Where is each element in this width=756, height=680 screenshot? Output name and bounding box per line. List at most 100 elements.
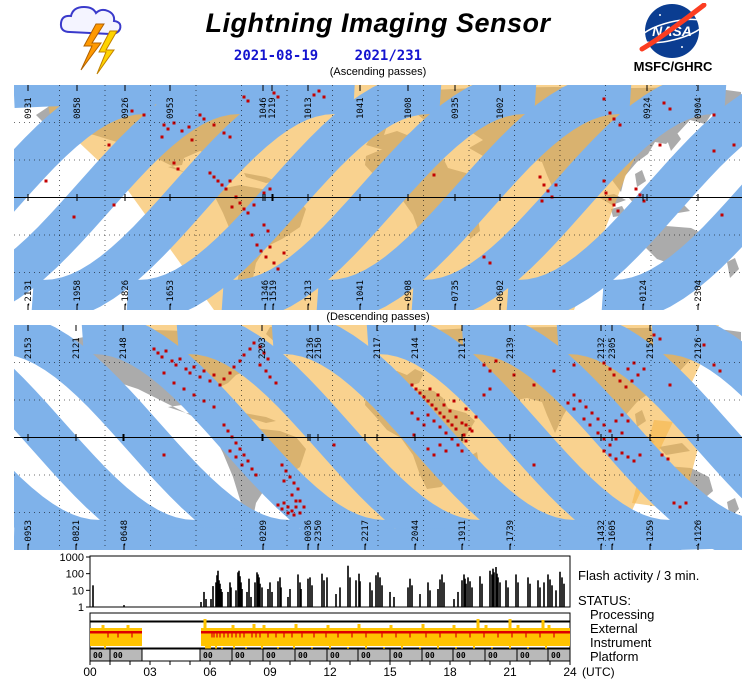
utc-suffix-label: (UTC) — [582, 665, 615, 679]
platform-orbit-label: 00 — [425, 651, 435, 660]
orbit-time-label: 1041 — [356, 97, 366, 119]
platform-orbit-label: 00 — [330, 651, 340, 660]
orbit-time-label: 1219 — [268, 97, 278, 119]
orbit-time-label: -1432 — [597, 520, 607, 547]
platform-orbit-label: 00 — [551, 651, 561, 660]
lightning-flash-dots — [152, 333, 722, 517]
orbit-time-label: 2132 — [597, 337, 607, 359]
orbit-time-label: -0953 — [24, 520, 34, 547]
orbit-time-label: -1653 — [166, 280, 176, 307]
x-tick-label: 00 — [83, 665, 97, 679]
x-tick-label: 15 — [383, 665, 397, 679]
orbit-time-label: 0931 — [24, 97, 34, 119]
org-label: MSFC/GHRC — [633, 59, 713, 74]
y-axis: 1000 100 10 1 — [60, 552, 90, 614]
platform-orbit-label: 00 — [298, 651, 308, 660]
y-tick-label: 10 — [72, 585, 84, 597]
y-tick-label: 1000 — [60, 552, 84, 564]
orbit-time-label: 2203 — [258, 337, 268, 359]
orbit-time-label: 2136 — [306, 337, 316, 359]
descending-passes-caption: (Descending passes) — [326, 311, 430, 323]
nasa-swoosh — [639, 3, 707, 52]
x-tick-label: 09 — [263, 665, 277, 679]
platform-orbit-label: 00 — [266, 651, 276, 660]
orbit-time-label: -0735 — [451, 280, 461, 307]
orbit-time-label: 0904 — [694, 97, 704, 119]
orbit-time-label: 2150 — [314, 337, 324, 359]
x-tick-label: 18 — [443, 665, 457, 679]
orbit-time-label: 2126 — [694, 337, 704, 359]
orbit-time-label: -1519 — [269, 280, 279, 307]
orbit-time-label: -1958 — [73, 280, 83, 307]
platform-orbit-label: 00 — [235, 651, 245, 660]
status-row-external-label: External — [590, 621, 638, 636]
orbit-time-label: -1041 — [356, 280, 366, 307]
x-tick-label: 12 — [323, 665, 337, 679]
orbit-time-label: 2153 — [24, 337, 34, 359]
orbit-ticks — [27, 325, 699, 550]
orbit-time-label: -2350 — [314, 520, 324, 547]
orbit-time-label: 1013 — [304, 97, 314, 119]
orbit-time-label: 1046 — [259, 97, 269, 119]
date-iso: 2021-08-19 — [233, 48, 319, 64]
status-row-platform-label: Platform — [590, 649, 639, 664]
orbit-time-label: 0953 — [166, 97, 176, 119]
orbit-time-label: 2305 — [608, 337, 618, 359]
platform-orbit-label: 00 — [393, 651, 403, 660]
orbit-time-label: -2304 — [694, 280, 704, 307]
y-tick-label: 1 — [78, 602, 84, 614]
orbit-time-label: -1911 — [458, 520, 468, 547]
status-heading: STATUS: — [578, 593, 631, 608]
orbit-time-label: -0821 — [72, 520, 82, 547]
orbit-time-label: -1826 — [121, 280, 131, 307]
orbit-ticks — [27, 85, 699, 310]
platform-orbit-label: 00 — [456, 651, 466, 660]
orbit-time-label: 0858 — [73, 97, 83, 119]
platform-orbit-blocks: 00 00 00 00 00 00 00 00 00 00 00 00 00 00 — [89, 648, 571, 662]
orbit-time-label: -2217 — [361, 520, 371, 547]
status-row-instrument-label: Instrument — [590, 635, 652, 650]
orbit-time-label: -0209 — [259, 520, 269, 547]
orbit-time-label: 0926 — [121, 97, 131, 119]
instrument-status-band — [90, 619, 570, 649]
date-doy: 2021/231 — [354, 48, 423, 64]
orbit-time-label: 2121 — [72, 337, 82, 359]
platform-orbit-label: 00 — [361, 651, 371, 660]
orbit-time-label: 2117 — [373, 337, 383, 359]
lightning-flash-dots — [44, 89, 736, 271]
orbit-time-label: -1126 — [694, 520, 704, 547]
orbit-time-label: 0935 — [451, 97, 461, 119]
processing-status-row — [89, 612, 571, 622]
orbit-time-labels: 0931 0858 0926 0953 1046 1219 1013 1041 1008 0935… — [24, 97, 704, 307]
ascending-passes-caption: (Ascending passes) — [329, 66, 427, 78]
orbit-time-label: -1213 — [304, 280, 314, 307]
orbit-time-label: -0124 — [639, 280, 649, 307]
platform-orbit-label: 00 — [520, 651, 530, 660]
nasa-orbit-ellipse — [640, 18, 704, 44]
x-tick-label: 21 — [503, 665, 517, 679]
orbit-time-label: 1002 — [496, 97, 506, 119]
orbit-time-label: -2131 — [24, 280, 34, 307]
orbit-time-label: 1008 — [404, 97, 414, 119]
orbit-time-label: 2148 — [119, 337, 129, 359]
orbit-time-label: -1259 — [646, 520, 656, 547]
orbit-time-label: 0924 — [643, 97, 653, 119]
platform-orbit-label: 00 — [203, 651, 213, 660]
orbit-time-label: -1346 — [261, 280, 271, 307]
nasa-logo: NASA — [639, 3, 707, 58]
y-tick-label: 100 — [66, 569, 84, 581]
ascending-passes-map: 0931 0858 0926 0953 1046 1219 1013 1041 1008 0935… — [14, 85, 742, 310]
orbit-time-label: -0648 — [120, 520, 130, 547]
platform-orbit-label: 00 — [488, 651, 498, 660]
orbit-time-label: -0036 — [304, 520, 314, 547]
orbit-time-label: -2044 — [411, 520, 421, 547]
date-line: 2021-08-19 2021/231 — [0, 48, 656, 64]
flash-activity-label: Flash activity / 3 min. — [578, 568, 700, 583]
orbit-time-label: -0908 — [404, 280, 414, 307]
platform-orbit-label: 00 — [113, 651, 123, 660]
orbit-time-label: 2111 — [458, 337, 468, 359]
